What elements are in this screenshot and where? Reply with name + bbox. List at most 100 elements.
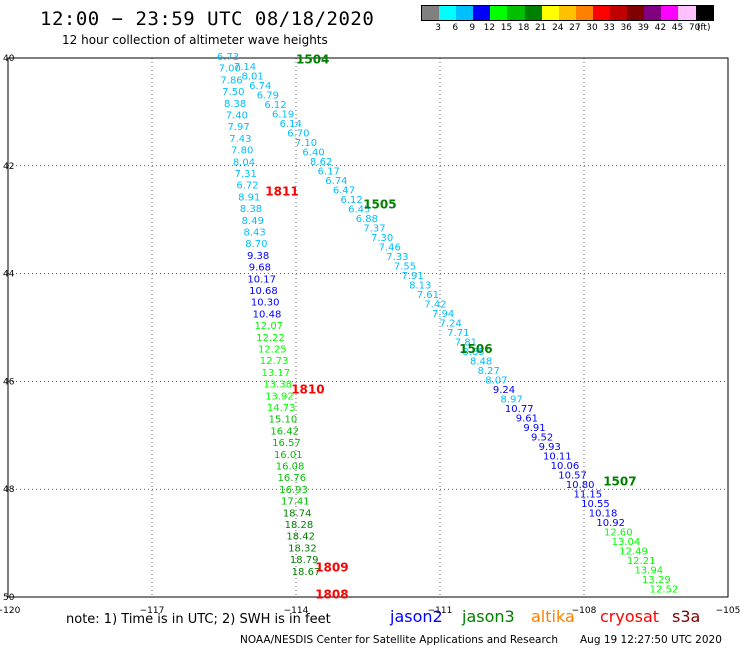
legend-swatch: [473, 6, 491, 20]
swh-value: 7.86: [220, 75, 242, 86]
swh-value: 7.24: [440, 319, 462, 330]
swh-value: 10.92: [596, 518, 625, 529]
swh-value: 15.10: [269, 415, 298, 426]
legend-swatch: [507, 6, 525, 20]
swh-value: 9.24: [493, 385, 515, 396]
y-tick-label: 46: [3, 377, 15, 387]
swh-value: 12.49: [619, 547, 648, 558]
swh-value: 13.94: [634, 566, 663, 577]
satellite-name: jason3: [462, 607, 515, 626]
swh-value: 7.94: [432, 309, 454, 320]
swh-value: 8.70: [245, 239, 267, 250]
legend-label: 18: [517, 23, 530, 33]
swh-value: 7.33: [386, 252, 408, 263]
swh-value: 10.30: [251, 298, 280, 309]
x-tick-label: −105: [716, 606, 740, 616]
legend-label: 15: [500, 23, 513, 33]
pass-time-label: 1810: [291, 382, 324, 396]
color-scale-labels: 3 6 9 12 15 18 21 24 27 30 33 36 39 42 45 70 (ft): [421, 21, 714, 35]
swh-value: 16.93: [279, 485, 308, 496]
swh-value: 6.79: [257, 91, 279, 102]
legend-swatch: [592, 6, 611, 20]
swh-value: 6.19: [272, 110, 294, 121]
swh-value: 16.57: [272, 438, 301, 449]
swh-value: 16.01: [274, 450, 303, 461]
satellite-name: s3a: [672, 607, 701, 626]
legend-swatch: [610, 6, 628, 20]
swh-value: 13.92: [265, 391, 294, 402]
swh-value: 7.40: [226, 111, 248, 122]
swh-value: 6.14: [280, 119, 302, 130]
legend-swatch: [439, 6, 457, 20]
swh-value: 8.27: [478, 366, 500, 377]
swh-value: 12.60: [604, 528, 633, 539]
swh-value: 8.97: [501, 395, 523, 406]
legend-label: 39: [637, 23, 650, 33]
legend-label: 9: [469, 23, 476, 33]
swh-value: 8.01: [241, 72, 263, 83]
swh-value: 9.52: [531, 433, 553, 444]
swh-value: 18.28: [285, 520, 314, 531]
swh-value: 10.17: [247, 274, 276, 285]
swh-value: 7.42: [424, 300, 446, 311]
swh-value: 10.77: [505, 404, 534, 415]
swh-value: 14.73: [267, 403, 296, 414]
swh-value: 13.17: [262, 368, 291, 379]
swh-value: 6.74: [249, 81, 271, 92]
y-tick-label: 42: [3, 162, 14, 172]
legend-label: 24: [552, 23, 564, 33]
legend-label: 45: [671, 23, 684, 33]
legend-label: 12: [483, 23, 496, 33]
swh-value: 12.25: [258, 345, 287, 356]
swh-value: 6.70: [287, 129, 309, 140]
legend-label: 36: [620, 23, 632, 33]
swh-value: 12.22: [256, 333, 285, 344]
x-tick-label: −108: [572, 606, 597, 616]
legend-label: 6: [452, 23, 459, 33]
swh-value: 10.80: [566, 480, 595, 491]
swh-value: 10.55: [581, 499, 610, 510]
swh-value: 10.68: [249, 286, 278, 297]
legend-swatch: [456, 6, 474, 20]
swh-value: 8.38: [224, 99, 246, 110]
swh-value: 12.73: [260, 356, 289, 367]
swh-value: 9.61: [516, 414, 538, 425]
swh-value: 11.15: [573, 490, 602, 501]
legend-label: 30: [586, 23, 598, 33]
swh-value: 10.06: [551, 461, 580, 472]
legend-swatch: [695, 6, 713, 20]
x-tick-label: −120: [0, 606, 21, 616]
legend-label: 70: [688, 23, 701, 33]
swh-value: 8.43: [243, 228, 265, 239]
legend-label: 27: [569, 23, 581, 33]
swh-value: 7.00: [219, 64, 241, 75]
swh-value: 18.79: [290, 555, 319, 566]
pass-time-label: 1809: [315, 560, 348, 574]
legend-label: 3: [435, 23, 441, 33]
swh-value: 7.30: [371, 233, 393, 244]
swh-value: 8.62: [310, 157, 332, 168]
swh-value: 7.81: [455, 338, 477, 349]
y-tick-label: 50: [3, 593, 15, 603]
satellite-name: altika: [531, 607, 575, 626]
swh-value: 8.48: [470, 357, 492, 368]
swh-value: 7.55: [394, 262, 416, 273]
swh-value: 7.46: [379, 243, 401, 254]
swh-value: 7.80: [231, 146, 253, 157]
pass-time-label: 1506: [459, 342, 492, 356]
pass-time-label: 1808: [315, 587, 348, 601]
swh-value: 6.40: [302, 148, 324, 159]
swh-value: 18.32: [288, 543, 317, 554]
swh-value: 6.12: [341, 195, 363, 206]
swh-value: 6.47: [333, 186, 355, 197]
legend-label: 21: [534, 23, 547, 33]
satellite-name: cryosat: [600, 607, 660, 626]
swh-value: 6.45: [348, 205, 370, 216]
legend-swatch: [558, 6, 576, 20]
y-tick-label: 40: [3, 54, 15, 64]
pass-time-label: 1504: [296, 53, 329, 67]
credit-line: NOAA/NESDIS Center for Satellite Applica…: [240, 634, 558, 646]
x-tick-label: −114: [284, 606, 309, 616]
pass-time-label: 1507: [603, 475, 636, 489]
